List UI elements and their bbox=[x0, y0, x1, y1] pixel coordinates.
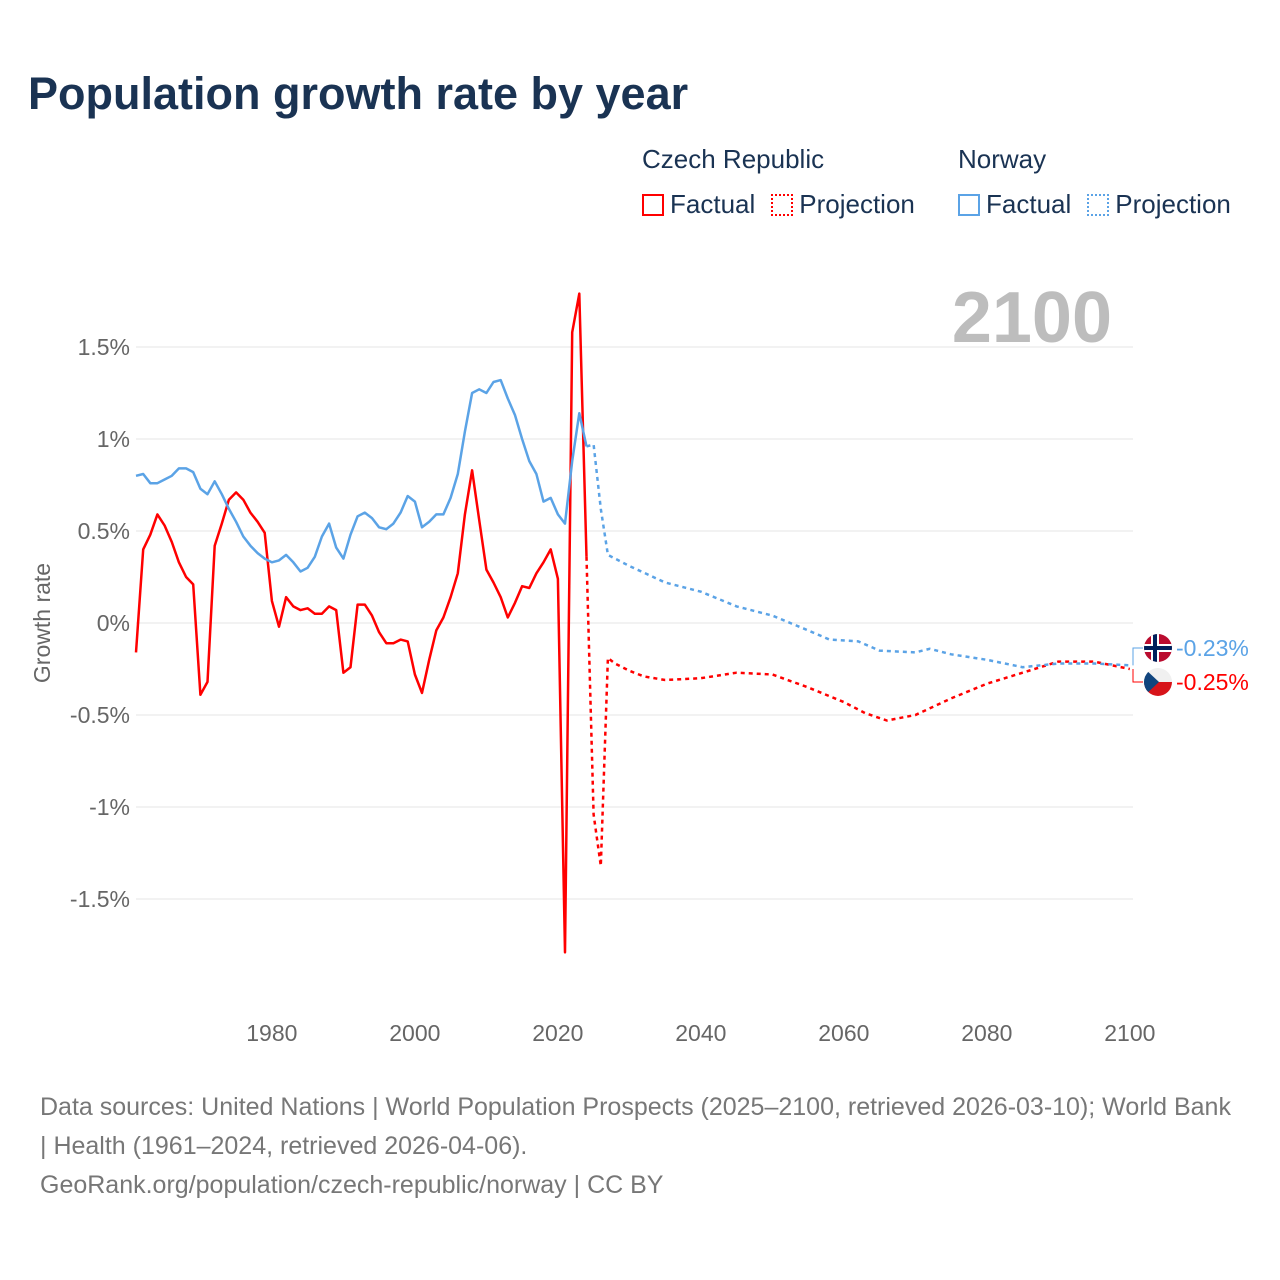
norway-projection-line bbox=[586, 442, 1130, 669]
dotted-swatch-icon bbox=[1087, 193, 1110, 216]
czech-republic-factual-line bbox=[134, 292, 588, 954]
y-tick-label: 1% bbox=[97, 426, 130, 452]
y-tick-label: -1.5% bbox=[70, 886, 130, 912]
x-tick-label: 2080 bbox=[961, 1020, 1012, 1046]
y-tick-label: 0.5% bbox=[78, 518, 130, 544]
x-tick-label: 1980 bbox=[246, 1020, 297, 1046]
y-tick-label: 0% bbox=[97, 610, 130, 636]
x-tick-label: 2060 bbox=[818, 1020, 869, 1046]
legend-czech: Czech Republic Factual Projection bbox=[642, 144, 915, 220]
x-tick-label: 2000 bbox=[389, 1020, 440, 1046]
chart: 2100 Growth rate 1.5% 1% 0.5% 0% -0.5% -1% -1.… bbox=[29, 278, 1249, 1046]
y-tick-label: -0.5% bbox=[70, 702, 130, 728]
solid-swatch-icon bbox=[642, 193, 664, 216]
legend-label: Projection bbox=[799, 189, 915, 219]
label-connector bbox=[1132, 669, 1143, 683]
label-connector bbox=[1132, 647, 1143, 666]
legend-label: Factual bbox=[986, 189, 1072, 219]
y-tick-label: 1.5% bbox=[78, 334, 130, 360]
norway-flag-icon bbox=[1144, 634, 1172, 662]
year-label: 2100 bbox=[952, 278, 1112, 358]
x-tick-label: 2100 bbox=[1104, 1020, 1155, 1046]
legend-norway-factual[interactable]: Factual bbox=[958, 189, 1071, 220]
czech-flag-icon bbox=[1144, 668, 1172, 696]
dotted-swatch-icon bbox=[771, 193, 794, 216]
legend-czech-factual[interactable]: Factual bbox=[642, 189, 755, 220]
legend-group-name: Norway bbox=[958, 144, 1047, 174]
legend-label: Projection bbox=[1115, 189, 1231, 219]
x-tick-label: 2040 bbox=[675, 1020, 726, 1046]
solid-swatch-icon bbox=[958, 193, 980, 216]
legend-group-name: Czech Republic bbox=[642, 144, 825, 174]
y-axis-label: Growth rate bbox=[29, 563, 55, 683]
footer: Data sources: United Nations | World Pop… bbox=[40, 1088, 1240, 1205]
data-sources: Data sources: United Nations | World Pop… bbox=[40, 1093, 1231, 1160]
czech-republic-projection-line bbox=[585, 556, 1131, 867]
page-title: Population growth rate by year bbox=[28, 68, 689, 119]
source-link[interactable]: GeoRank.org/population/czech-republic/no… bbox=[40, 1171, 664, 1199]
norway-end-label: -0.23% bbox=[1176, 635, 1249, 661]
x-tick-label: 2020 bbox=[532, 1020, 583, 1046]
legend-czech-projection[interactable]: Projection bbox=[771, 189, 915, 220]
norway-factual-line bbox=[135, 378, 588, 573]
legend-norway-projection[interactable]: Projection bbox=[1087, 189, 1231, 220]
legend-label: Factual bbox=[670, 189, 756, 219]
czech-end-label: -0.25% bbox=[1176, 669, 1249, 695]
legend-norway: Norway Factual Projection bbox=[958, 144, 1231, 220]
y-tick-label: -1% bbox=[89, 794, 130, 820]
